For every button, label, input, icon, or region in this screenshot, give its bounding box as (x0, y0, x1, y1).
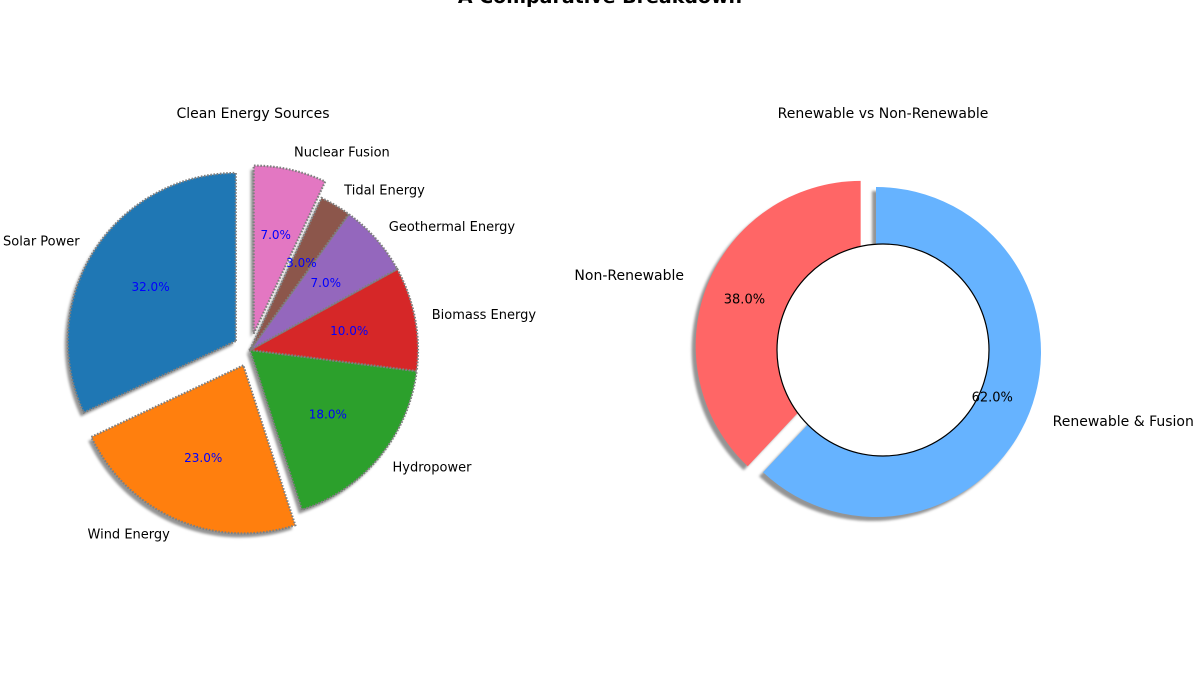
slice-percent-wind-energy: 23.0% (184, 451, 222, 465)
slice-percent-non-renewable: 38.0% (724, 292, 765, 307)
pie-labels: Solar Power 32.0% Wind Energy 23.0% Hydropow… (3, 146, 536, 543)
slice-hydropower (248, 348, 418, 512)
slice-label-biomass-energy: Biomass Energy (432, 308, 537, 323)
donut-chart-renewable: Renewable vs Non-Renewable Renewable & F… (574, 106, 1194, 521)
chart-title-clean-energy: Clean Energy Sources (176, 106, 329, 122)
slice-percent-nuclear-fusion: 7.0% (260, 228, 291, 242)
slice-solar-power (66, 171, 237, 414)
slice-percent-solar-power: 32.0% (131, 280, 169, 294)
slice-label-tidal-energy: Tidal Energy (343, 183, 425, 198)
slice-percent-geothermal-energy: 7.0% (311, 276, 342, 290)
slice-nuclear-fusion (252, 164, 327, 335)
slice-label-nuclear-fusion: Nuclear Fusion (294, 146, 390, 161)
pie-chart-clean-energy: Clean Energy Sources Solar Power 32.0% Win… (3, 106, 536, 543)
slice-geothermal-energy (249, 212, 399, 351)
slice-non-renewable (695, 180, 861, 467)
slice-label-geothermal-energy: Geothermal Energy (389, 220, 516, 235)
figure-title: A Comparative Breakdown (458, 0, 742, 8)
slice-biomass-energy (246, 267, 420, 373)
slice-percent-renewable-fusion: 62.0% (972, 391, 1013, 406)
slice-percent-biomass-energy: 10.0% (330, 324, 368, 338)
slice-label-hydropower: Hydropower (393, 460, 473, 475)
chart-title-renewable: Renewable vs Non-Renewable (778, 106, 989, 122)
slice-label-renewable-fusion: Renewable & Fusion (1053, 414, 1194, 430)
slice-label-solar-power: Solar Power (3, 234, 80, 249)
slice-percent-tidal-energy: 3.0% (286, 256, 317, 270)
pie-slices (66, 164, 420, 535)
slice-label-non-renewable: Non-Renewable (574, 268, 684, 284)
slice-percent-hydropower: 18.0% (309, 407, 347, 421)
donut-center-hole (776, 243, 990, 457)
slice-tidal-energy (249, 196, 351, 351)
donut-labels: Renewable & Fusion 62.0% Non-Renewable 38.0… (574, 268, 1193, 430)
slice-label-wind-energy: Wind Energy (88, 528, 171, 543)
slice-wind-energy (89, 363, 297, 535)
